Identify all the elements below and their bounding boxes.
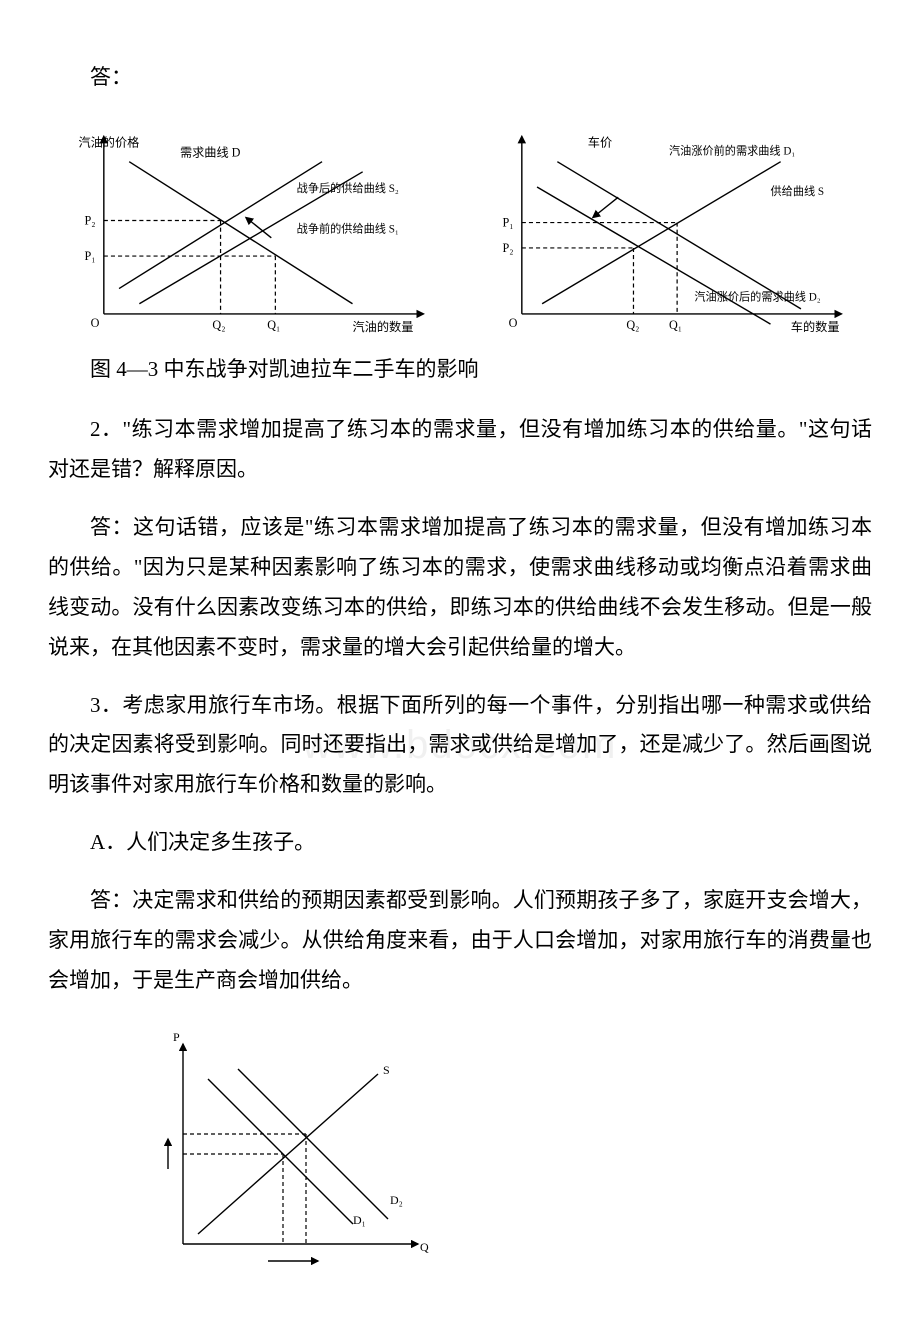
- chart2-x-axis: 车的数量: [791, 319, 840, 334]
- chart1-s1-label: 战争前的供给曲线 S₁: [297, 222, 399, 236]
- chart1-demand-label: 需求曲线 D: [180, 145, 241, 159]
- answer-label-1: 答：: [48, 58, 872, 98]
- chart3-d1-label: D₁: [353, 1213, 366, 1227]
- chart3-y-axis: P: [173, 1030, 180, 1044]
- q3-a-answer: 答：决定需求和供给的预期因素都受到影响。人们预期孩子多了，家庭开支会增大，家用旅…: [48, 881, 872, 1001]
- chart2-y-axis: 车价: [588, 134, 612, 149]
- chart2-origin: O: [509, 316, 518, 330]
- chart2-p1: P₁: [503, 216, 514, 230]
- figure-4-3-caption: 图 4—3 中东战争对凯迪拉车二手车的影响: [48, 350, 872, 390]
- chart1-origin: O: [91, 316, 100, 330]
- chart2-d1-label: 汽油涨价前的需求曲线 D₁: [669, 143, 795, 157]
- q2-answer: 答：这句话错，应该是"练习本需求增加提高了练习本的需求量，但没有增加练习本的供给…: [48, 508, 872, 668]
- chart-oil: 汽油的价格 汽油的数量 O 需求曲线 D 战争前的供给曲线 S₁ 战争后的供给曲…: [48, 116, 454, 344]
- q3-a-label: A．人们决定多生孩子。: [48, 823, 872, 863]
- chart1-q1: Q₁: [267, 318, 280, 332]
- chart1-q2: Q₂: [212, 318, 225, 332]
- figure-4-3: 汽油的价格 汽油的数量 O 需求曲线 D 战争前的供给曲线 S₁ 战争后的供给曲…: [48, 116, 872, 344]
- chart1-s2-label: 战争后的供给曲线 S₂: [297, 181, 399, 195]
- chart1-y-axis: 汽油的价格: [78, 134, 139, 149]
- chart2-p2: P₂: [503, 241, 514, 255]
- chart2-q2: Q₂: [626, 318, 639, 332]
- chart3-d2-label: D₂: [390, 1193, 403, 1207]
- watermark: 3．考虑家用旅行车市场。根据下面所列的每一个事件，分别指出哪一种需求或供给的决定…: [48, 686, 872, 806]
- chart3-x-axis: Q: [420, 1240, 429, 1254]
- chart2-q1: Q₁: [669, 318, 682, 332]
- q3-prompt: 3．考虑家用旅行车市场。根据下面所列的每一个事件，分别指出哪一种需求或供给的决定…: [48, 686, 872, 806]
- q2-prompt: 2．"练习本需求增加提高了练习本的需求量，但没有增加练习本的供给量。"这句话对还…: [48, 410, 872, 490]
- chart3-s-label: S: [383, 1063, 390, 1077]
- chart1-p2: P₂: [85, 213, 96, 227]
- chart1-p1: P₁: [85, 249, 96, 263]
- chart-car: 车价 车的数量 O 供给曲线 S 汽油涨价前的需求曲线 D₁ 汽油涨价后的需求曲…: [466, 116, 872, 344]
- chart2-d2-label: 汽油涨价后的需求曲线 D₂: [694, 290, 820, 304]
- chart2-supply-label: 供给曲线 S: [771, 184, 825, 198]
- chart1-x-axis: 汽油的数量: [353, 319, 414, 334]
- chart-minivan: P Q S D₁ D₂: [128, 1019, 872, 1279]
